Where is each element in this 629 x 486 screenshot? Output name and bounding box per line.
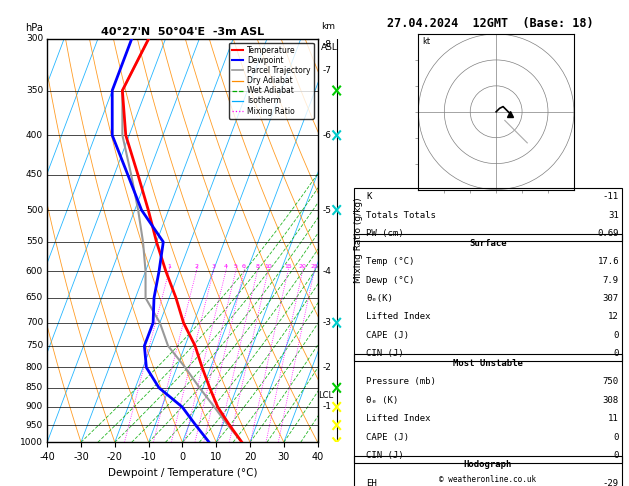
Text: 700: 700 — [26, 318, 43, 327]
Text: -2: -2 — [323, 363, 331, 372]
Text: Dewp (°C): Dewp (°C) — [366, 276, 415, 284]
Text: 1000: 1000 — [20, 438, 43, 447]
Text: 10: 10 — [264, 264, 272, 269]
Text: © weatheronline.co.uk: © weatheronline.co.uk — [439, 474, 537, 484]
Text: PW (cm): PW (cm) — [366, 229, 404, 238]
Text: 750: 750 — [603, 377, 619, 386]
Text: 25: 25 — [310, 264, 318, 269]
Text: 4: 4 — [224, 264, 228, 269]
Text: 15: 15 — [284, 264, 292, 269]
Text: 450: 450 — [26, 170, 43, 179]
Text: 17.6: 17.6 — [598, 257, 619, 266]
Text: 5: 5 — [234, 264, 238, 269]
Text: ASL: ASL — [321, 43, 338, 52]
Text: -5: -5 — [323, 206, 332, 214]
Text: θₑ (K): θₑ (K) — [366, 396, 398, 405]
Text: Mixing Ratio (g/kg): Mixing Ratio (g/kg) — [354, 198, 363, 283]
Text: LCL: LCL — [318, 391, 333, 400]
Text: CAPE (J): CAPE (J) — [366, 331, 409, 340]
Text: 300: 300 — [26, 35, 43, 43]
Text: 0: 0 — [613, 331, 619, 340]
Text: CAPE (J): CAPE (J) — [366, 433, 409, 442]
Text: -11: -11 — [603, 192, 619, 201]
Text: CIN (J): CIN (J) — [366, 451, 404, 460]
Text: 850: 850 — [26, 383, 43, 392]
Text: 500: 500 — [26, 206, 43, 214]
Text: CIN (J): CIN (J) — [366, 349, 404, 358]
Text: 750: 750 — [26, 341, 43, 350]
Text: 1: 1 — [167, 264, 171, 269]
Text: 20: 20 — [299, 264, 306, 269]
Text: θₑ(K): θₑ(K) — [366, 294, 393, 303]
Text: 950: 950 — [26, 420, 43, 430]
Text: hPa: hPa — [25, 23, 43, 33]
Text: 11: 11 — [608, 414, 619, 423]
Text: -4: -4 — [323, 267, 331, 276]
Text: -3: -3 — [323, 318, 332, 327]
Text: 27.04.2024  12GMT  (Base: 18): 27.04.2024 12GMT (Base: 18) — [387, 17, 594, 30]
Text: -6: -6 — [323, 131, 332, 140]
Text: -7: -7 — [323, 66, 332, 75]
Text: Most Unstable: Most Unstable — [453, 359, 523, 368]
Text: Hodograph: Hodograph — [464, 460, 512, 469]
Text: -29: -29 — [603, 479, 619, 486]
Text: 550: 550 — [26, 238, 43, 246]
Text: 600: 600 — [26, 267, 43, 276]
Text: K: K — [366, 192, 372, 201]
Text: Temp (°C): Temp (°C) — [366, 257, 415, 266]
Text: Surface: Surface — [469, 239, 507, 247]
Text: 0: 0 — [613, 433, 619, 442]
Text: 800: 800 — [26, 363, 43, 372]
Text: -1: -1 — [323, 402, 332, 412]
Text: EH: EH — [366, 479, 377, 486]
Text: km: km — [321, 22, 335, 31]
Text: 3: 3 — [211, 264, 215, 269]
Text: 8: 8 — [255, 264, 259, 269]
Text: Lifted Index: Lifted Index — [366, 312, 431, 321]
Text: Pressure (mb): Pressure (mb) — [366, 377, 436, 386]
Text: 0.69: 0.69 — [598, 229, 619, 238]
Text: Lifted Index: Lifted Index — [366, 414, 431, 423]
Text: 350: 350 — [26, 86, 43, 95]
Text: 900: 900 — [26, 402, 43, 412]
Text: 0: 0 — [613, 451, 619, 460]
Legend: Temperature, Dewpoint, Parcel Trajectory, Dry Adiabat, Wet Adiabat, Isotherm, Mi: Temperature, Dewpoint, Parcel Trajectory… — [229, 43, 314, 119]
Text: 307: 307 — [603, 294, 619, 303]
Text: kt: kt — [422, 37, 430, 47]
Text: 650: 650 — [26, 294, 43, 302]
Text: 6: 6 — [242, 264, 246, 269]
Text: 2: 2 — [194, 264, 198, 269]
Text: Totals Totals: Totals Totals — [366, 211, 436, 220]
Text: 308: 308 — [603, 396, 619, 405]
Text: 31: 31 — [608, 211, 619, 220]
X-axis label: Dewpoint / Temperature (°C): Dewpoint / Temperature (°C) — [108, 468, 257, 478]
Text: -8: -8 — [323, 40, 332, 49]
Text: 0: 0 — [613, 349, 619, 358]
Text: 400: 400 — [26, 131, 43, 140]
Text: 12: 12 — [608, 312, 619, 321]
Text: 7.9: 7.9 — [603, 276, 619, 284]
Title: 40°27'N  50°04'E  -3m ASL: 40°27'N 50°04'E -3m ASL — [101, 27, 264, 37]
